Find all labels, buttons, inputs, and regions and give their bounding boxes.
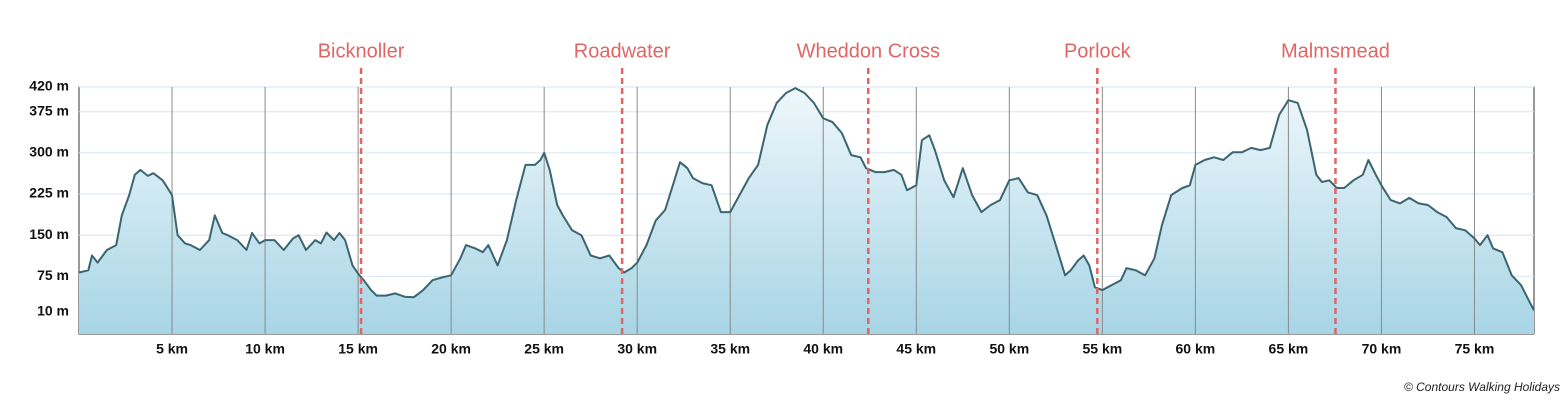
y-tick-label: 375 m xyxy=(29,102,69,118)
area-fill xyxy=(79,88,1534,334)
x-tick-label: 30 km xyxy=(617,341,657,357)
credit: © Contours Walking Holidays xyxy=(1404,380,1560,394)
x-tick-label: 35 km xyxy=(710,341,750,357)
x-tick-label: 15 km xyxy=(338,341,378,357)
x-tick-label: 75 km xyxy=(1455,341,1495,357)
x-tick-label: 40 km xyxy=(803,341,843,357)
y-tick-label: 420 m xyxy=(29,78,69,94)
y-tick-label: 10 m xyxy=(37,303,69,319)
x-tick-label: 20 km xyxy=(431,341,471,357)
x-tick-label: 25 km xyxy=(524,341,564,357)
x-tick-label: 60 km xyxy=(1176,341,1216,357)
town-label: Roadwater xyxy=(574,40,671,62)
x-tick-label: 50 km xyxy=(989,341,1029,357)
x-tick-label: 55 km xyxy=(1082,341,1122,357)
town-label: Porlock xyxy=(1064,40,1132,62)
town-label: Malmsmead xyxy=(1281,40,1390,62)
y-tick-label: 225 m xyxy=(29,185,69,201)
x-tick-label: 45 km xyxy=(896,341,936,357)
y-tick-label: 300 m xyxy=(29,144,69,160)
y-tick-label: 150 m xyxy=(29,226,69,242)
elevation-line xyxy=(78,87,1535,311)
town-label: Wheddon Cross xyxy=(797,40,940,62)
x-tick-label: 5 km xyxy=(156,341,188,357)
x-tick-label: 65 km xyxy=(1269,341,1309,357)
y-tick-label: 75 m xyxy=(37,267,69,283)
x-tick-label: 70 km xyxy=(1362,341,1402,357)
town-label: Bicknoller xyxy=(318,40,405,62)
x-tick-label: 10 km xyxy=(245,341,285,357)
